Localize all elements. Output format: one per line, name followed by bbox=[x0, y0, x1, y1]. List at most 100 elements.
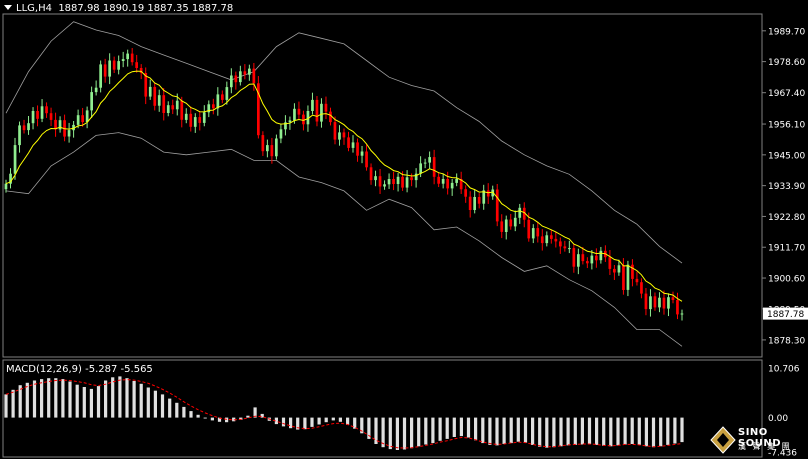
macd-histogram-bar bbox=[111, 377, 115, 418]
candle-body bbox=[175, 100, 179, 110]
macd-histogram-bar bbox=[673, 417, 677, 444]
macd-histogram-bar bbox=[317, 417, 321, 425]
macd-histogram-bar bbox=[303, 417, 307, 430]
macd-histogram-bar bbox=[602, 417, 606, 446]
candle-body bbox=[266, 145, 269, 152]
candle-body bbox=[239, 71, 242, 83]
candle-body bbox=[536, 228, 540, 237]
macd-histogram-bar bbox=[495, 417, 499, 446]
candle-body bbox=[234, 75, 238, 83]
candle-body bbox=[49, 113, 53, 120]
macd-histogram-bar bbox=[118, 376, 122, 418]
candle-body bbox=[257, 83, 260, 136]
candle-body bbox=[500, 221, 504, 232]
macd-histogram-bar bbox=[431, 417, 435, 444]
diamond-logo-icon bbox=[710, 426, 736, 454]
candle-body bbox=[171, 105, 175, 110]
macd-histogram-bar bbox=[54, 378, 58, 418]
macd-histogram-bar bbox=[196, 414, 200, 418]
candle-body bbox=[617, 265, 621, 273]
candle-body bbox=[428, 157, 431, 163]
price-tick-label: 1878.30 bbox=[768, 336, 805, 346]
candle-body bbox=[550, 235, 553, 239]
candle-body bbox=[360, 151, 364, 156]
candle-body bbox=[184, 113, 188, 120]
candle-body bbox=[76, 115, 80, 125]
candle-body bbox=[166, 105, 170, 113]
macd-histogram-bar bbox=[25, 382, 29, 418]
bollinger-lower bbox=[5, 132, 683, 347]
macd-histogram-bar bbox=[516, 417, 520, 442]
macd-histogram-bar bbox=[346, 417, 350, 425]
candle-body bbox=[99, 64, 102, 88]
price-axis: 1989.70 1978.60 1967.40 1956.10 1945.00 1933.… bbox=[762, 27, 808, 459]
macd-layer bbox=[4, 376, 684, 450]
macd-histogram-bar bbox=[666, 417, 670, 445]
candle-body bbox=[202, 112, 206, 123]
candle-body bbox=[680, 313, 684, 315]
candle-body bbox=[342, 132, 346, 138]
macd-histogram-bar bbox=[160, 394, 165, 418]
price-tick-label: 1922.80 bbox=[768, 213, 805, 223]
candle-body bbox=[207, 104, 211, 113]
candle-body bbox=[288, 120, 292, 123]
macd-histogram-bar bbox=[595, 417, 599, 445]
macd-tick-label: 10.706 bbox=[768, 365, 800, 375]
candle-body bbox=[216, 94, 220, 109]
candle-body bbox=[193, 117, 197, 127]
candle-body bbox=[297, 108, 301, 115]
macd-histogram-bar bbox=[545, 417, 549, 448]
macd-histogram-bar bbox=[587, 417, 592, 444]
macd-histogram-bar bbox=[523, 417, 528, 443]
dropdown-triangle-icon[interactable] bbox=[4, 5, 12, 10]
candle-body bbox=[252, 68, 256, 84]
candle-body bbox=[383, 184, 386, 187]
candle-body bbox=[495, 189, 499, 222]
candle-body bbox=[284, 122, 287, 130]
candle-body bbox=[626, 264, 630, 290]
macd-histogram-bar bbox=[146, 387, 150, 418]
macd-histogram-bar bbox=[609, 417, 613, 447]
candle-body bbox=[527, 219, 531, 239]
candle-body bbox=[387, 179, 391, 185]
candle-body bbox=[590, 255, 594, 264]
macd-histogram-bar bbox=[239, 417, 243, 420]
macd-histogram-bar bbox=[452, 417, 456, 437]
macd-histogram-bar bbox=[296, 417, 300, 430]
macd-histogram-bar bbox=[374, 417, 378, 444]
candle-body bbox=[144, 73, 148, 97]
candle-body bbox=[419, 163, 422, 174]
macd-histogram-bar bbox=[89, 388, 93, 418]
candle-body bbox=[315, 99, 319, 122]
candle-body bbox=[81, 115, 84, 123]
candle-body bbox=[392, 179, 395, 184]
candle-body bbox=[622, 265, 625, 290]
macd-histogram-bar bbox=[132, 381, 136, 418]
candle-body bbox=[320, 103, 323, 122]
candle-body bbox=[649, 296, 652, 310]
macd-histogram-bar bbox=[573, 417, 577, 445]
macd-histogram-bar bbox=[538, 417, 542, 447]
bollinger-upper bbox=[5, 21, 683, 264]
price-layer bbox=[4, 21, 684, 347]
macd-histogram-bar bbox=[281, 417, 286, 427]
candle-body bbox=[112, 60, 116, 70]
macd-histogram-bar bbox=[424, 417, 428, 445]
macd-histogram-bar bbox=[566, 417, 570, 446]
macd-histogram-bar bbox=[381, 417, 385, 448]
macd-histogram-bar bbox=[61, 379, 65, 418]
candle-body bbox=[275, 138, 278, 157]
price-tick-label: 1956.10 bbox=[768, 121, 805, 131]
candle-body bbox=[568, 248, 571, 250]
macd-histogram-bar bbox=[466, 417, 471, 438]
macd-histogram-bar bbox=[310, 417, 314, 427]
macd-histogram-bar bbox=[459, 417, 463, 437]
candle-body bbox=[504, 219, 508, 232]
candle-body bbox=[36, 111, 39, 119]
logo-subtext: 漢 聲 集 團 bbox=[738, 442, 792, 451]
candle-body bbox=[356, 142, 359, 156]
macd-histogram-bar bbox=[4, 394, 8, 418]
candle-body bbox=[599, 250, 603, 261]
macd-histogram-bar bbox=[445, 417, 449, 439]
